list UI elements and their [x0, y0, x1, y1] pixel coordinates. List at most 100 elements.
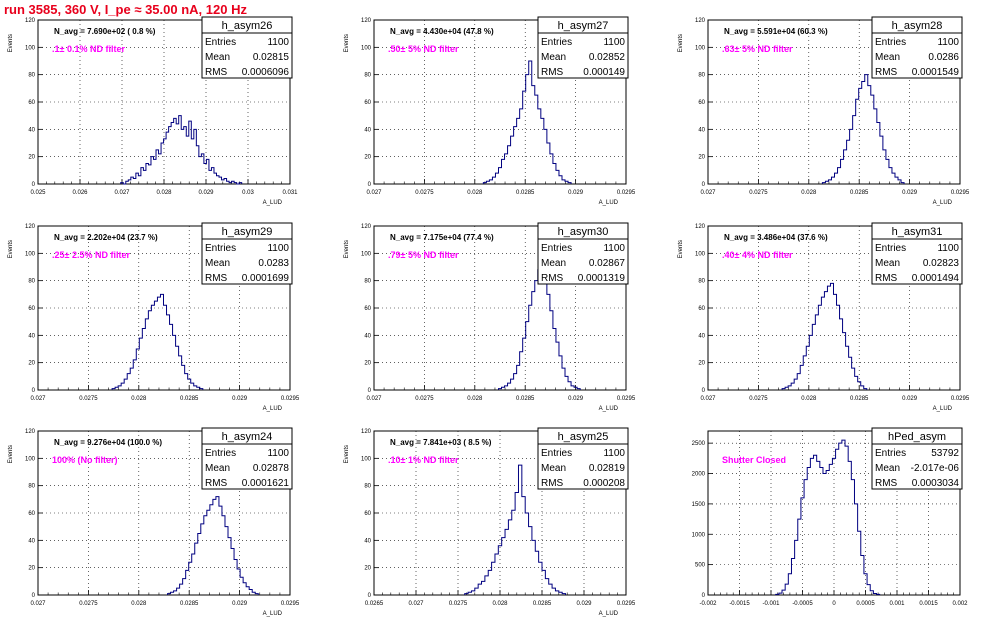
y-tick-label: 60 [28, 100, 35, 106]
histogram-bin [151, 305, 154, 390]
n-avg-label: N_avg = 7.841e+03 ( 8.5 %) [390, 438, 492, 447]
y-axis-label: Events [344, 240, 350, 258]
y-tick-label: 100 [25, 251, 36, 257]
y-tick-label: 0 [32, 182, 36, 188]
filter-label: .40± 4% ND filter [722, 250, 793, 260]
x-tick-label: 0.0285 [850, 396, 869, 402]
histogram-bin [186, 136, 189, 184]
histogram-bin [815, 315, 818, 390]
histogram-name: h_asym25 [558, 431, 609, 443]
histogram-bin [166, 132, 169, 184]
x-tick-label: 0.0295 [951, 190, 970, 196]
y-tick-label: 80 [28, 484, 35, 490]
y-tick-label: 40 [28, 127, 35, 133]
histogram-panel-h_asym26: 0.025 0.026 0.027 0.028 0.029 0.03 0.031 0 20 40 6… [8, 16, 298, 206]
stats-label: Entries [541, 37, 572, 48]
x-axis-label: A_LUD [263, 406, 283, 412]
x-tick-label: 0.027 [366, 396, 382, 402]
x-tick-label: 0.0285 [516, 396, 535, 402]
y-tick-label: 1500 [692, 502, 706, 508]
histogram-bin [832, 458, 835, 595]
y-tick-label: 40 [698, 333, 705, 339]
histogram-bin [535, 551, 538, 595]
stats-value: 0.000149 [583, 67, 625, 78]
stats-label: Mean [875, 463, 900, 474]
stats-value: 1100 [603, 37, 625, 48]
x-tick-label: 0.029 [232, 601, 248, 607]
histogram-bin [807, 467, 810, 595]
x-tick-label: 0.0295 [281, 601, 300, 607]
stats-label: Mean [541, 52, 566, 63]
histogram-bin [488, 570, 491, 595]
stats-value: 1100 [937, 37, 959, 48]
histogram-bin [538, 270, 541, 390]
run-title: run 3585, 360 V, I_pe ≈ 35.00 nA, 120 Hz [4, 2, 247, 17]
x-tick-label: 0.029 [902, 396, 918, 402]
x-tick-label: 0.0295 [281, 396, 300, 402]
y-tick-label: 80 [364, 484, 371, 490]
x-tick-label: 0.0275 [449, 601, 468, 607]
histogram-bin [532, 86, 535, 184]
stats-value: 0.02819 [589, 463, 626, 474]
histogram-line [775, 439, 881, 595]
stats-label: Entries [205, 37, 236, 48]
histogram-bin [478, 584, 481, 595]
histogram-bin [164, 139, 167, 184]
stats-label: RMS [205, 67, 228, 78]
x-tick-label: 0.028 [131, 601, 147, 607]
x-tick-label: 0.028 [156, 190, 172, 196]
histogram-panel-h_asym31: 0.027 0.0275 0.028 0.0285 0.029 0.0295 0 20 40 60… [678, 222, 970, 412]
x-tick-label: 0.0275 [79, 396, 98, 402]
stats-value: 1100 [603, 243, 625, 254]
y-tick-label: 40 [364, 127, 371, 133]
x-axis-label: A_LUD [933, 200, 953, 206]
stats-value: 0.0001621 [242, 478, 290, 489]
y-tick-label: 2000 [692, 472, 706, 478]
filter-label: .50± 5% ND filter [388, 44, 459, 54]
histogram-bin [471, 591, 474, 595]
n-avg-label: N_avg = 3.486e+04 (37.6 %) [724, 233, 828, 242]
x-tick-label: 0.027 [408, 601, 424, 607]
stats-value: 1100 [267, 448, 289, 459]
histogram-line [167, 496, 259, 595]
y-tick-label: 60 [364, 100, 371, 106]
histogram-bin [169, 127, 172, 184]
histogram-bin [505, 529, 508, 595]
histogram-bin [154, 159, 157, 184]
y-tick-label: 100 [361, 251, 372, 257]
histogram-bin [865, 75, 868, 184]
histogram-bin [191, 139, 194, 184]
x-tick-label: 0.0295 [617, 601, 636, 607]
y-tick-label: 20 [698, 155, 705, 161]
x-tick-label: 0.0295 [617, 190, 636, 196]
y-tick-label: 80 [28, 279, 35, 285]
y-tick-label: 40 [28, 333, 35, 339]
histogram-bin [475, 588, 478, 595]
histogram-bin [213, 499, 216, 595]
stats-box [871, 238, 963, 285]
y-tick-label: 20 [28, 361, 35, 367]
y-tick-label: 100 [695, 45, 706, 51]
x-tick-label: 0.027 [700, 396, 716, 402]
y-tick-label: 0 [702, 182, 706, 188]
y-axis-label: Events [8, 34, 14, 52]
x-tick-label: 0.029 [576, 601, 592, 607]
stats-label: Entries [205, 243, 236, 254]
y-tick-label: 80 [364, 73, 371, 79]
y-tick-label: 20 [364, 566, 371, 572]
y-tick-label: 0 [368, 593, 372, 599]
stats-value: 0.02815 [253, 52, 290, 63]
x-tick-label: 0.029 [198, 190, 214, 196]
histogram-bin [555, 591, 558, 595]
histogram-bin [529, 527, 532, 595]
histogram-bin [174, 118, 177, 184]
stats-label: RMS [541, 67, 564, 78]
histogram-bin [539, 562, 542, 595]
histogram-bin [148, 311, 151, 390]
stats-value: 0.0286 [928, 52, 959, 63]
histogram-line [482, 60, 572, 184]
y-tick-label: 0 [368, 182, 372, 188]
histogram-bin [845, 446, 848, 595]
histogram-bin [545, 579, 548, 595]
